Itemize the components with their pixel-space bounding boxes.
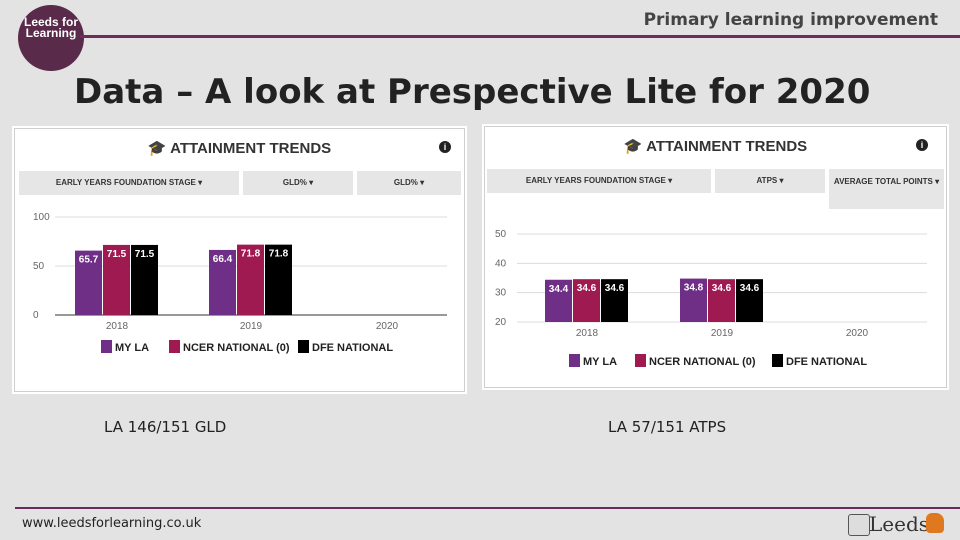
bar xyxy=(736,279,763,322)
info-icon[interactable]: i xyxy=(439,141,451,153)
legend-swatch xyxy=(635,354,646,367)
bar xyxy=(75,250,102,315)
caption-atps: LA 57/151 ATPS xyxy=(608,418,727,436)
leeds-council-logo: Leeds xyxy=(869,512,930,536)
graduation-cap-icon: 🎓 xyxy=(623,138,647,155)
data-label: 71.8 xyxy=(269,249,289,260)
y-tick-label: 40 xyxy=(495,258,507,269)
y-tick-label: 50 xyxy=(33,261,45,272)
legend-label: NCER NATIONAL (0) xyxy=(183,342,290,354)
legend-swatch xyxy=(298,340,309,353)
footer-url[interactable]: www.leedsforlearning.co.uk xyxy=(22,516,202,531)
data-label: 66.4 xyxy=(213,254,233,265)
bar xyxy=(601,279,628,322)
data-label: 34.6 xyxy=(712,283,732,294)
bar xyxy=(265,244,292,315)
caption-gld: LA 146/151 GLD xyxy=(104,418,227,436)
legend-swatch xyxy=(772,354,783,367)
data-label: 71.5 xyxy=(135,249,155,260)
leeds-crest-icon xyxy=(848,514,870,536)
data-label: 65.7 xyxy=(79,255,99,266)
legend-swatch xyxy=(169,340,180,353)
data-label: 34.6 xyxy=(577,283,597,294)
chart-gld: 0 50 100 2018 65.7 71.5 71.5 2019 66.4 71.8 71.8 20… xyxy=(33,212,447,354)
legend-label: NCER NATIONAL (0) xyxy=(649,356,756,368)
bar xyxy=(573,279,600,322)
card-title: 🎓 ATTAINMENT TRENDS xyxy=(147,140,332,157)
data-label: 34.4 xyxy=(549,284,569,295)
page-title: Data – A look at Prespective Lite for 20… xyxy=(74,72,871,112)
y-tick-label: 20 xyxy=(495,317,507,328)
bar xyxy=(209,249,236,315)
logo-text: Leeds for Learning xyxy=(23,15,78,40)
y-tick-label: 30 xyxy=(495,288,507,299)
data-label: 34.8 xyxy=(684,283,704,294)
legend-swatch xyxy=(101,340,112,353)
measure-selector[interactable]: ATPS ▾ xyxy=(715,169,825,193)
metric-selector[interactable]: AVERAGE TOTAL POINTS ▾ xyxy=(829,169,944,209)
x-tick-label: 2020 xyxy=(376,321,399,332)
bar xyxy=(708,279,735,322)
legend-swatch xyxy=(569,354,580,367)
info-icon[interactable]: i xyxy=(916,139,928,151)
x-tick-label: 2018 xyxy=(106,321,129,332)
x-tick-label: 2020 xyxy=(846,328,869,339)
bar xyxy=(103,244,130,315)
data-label: 34.6 xyxy=(740,283,760,294)
legend-label: MY LA xyxy=(115,342,149,354)
bar xyxy=(680,278,707,322)
metric-selector[interactable]: GLD% ▾ xyxy=(357,171,461,195)
card-title: 🎓 ATTAINMENT TRENDS xyxy=(623,138,808,155)
x-tick-label: 2018 xyxy=(576,328,599,339)
legend-label: DFE NATIONAL xyxy=(312,342,393,354)
header-divider xyxy=(80,35,960,38)
chart-panel-gld: 🎓 ATTAINMENT TRENDS i EARLY YEARS FOUNDA… xyxy=(14,128,465,392)
x-tick-label: 2019 xyxy=(240,321,263,332)
y-tick-label: 100 xyxy=(33,212,50,223)
y-tick-label: 0 xyxy=(33,310,39,321)
stage-selector[interactable]: EARLY YEARS FOUNDATION STAGE ▾ xyxy=(19,171,239,195)
bar xyxy=(131,244,158,315)
data-label: 71.8 xyxy=(241,249,261,260)
graduation-cap-icon: 🎓 xyxy=(147,140,171,157)
legend-label: DFE NATIONAL xyxy=(786,356,867,368)
section-title: Primary learning improvement xyxy=(643,10,938,30)
x-tick-label: 2019 xyxy=(711,328,734,339)
leeds-for-learning-logo: Leeds for Learning xyxy=(18,5,84,71)
data-label: 34.6 xyxy=(605,283,625,294)
y-tick-label: 50 xyxy=(495,229,507,240)
bar xyxy=(237,244,264,315)
measure-selector[interactable]: GLD% ▾ xyxy=(243,171,353,195)
footer-divider xyxy=(15,507,960,509)
stage-selector[interactable]: EARLY YEARS FOUNDATION STAGE ▾ xyxy=(487,169,711,193)
chart-atps: 20 30 40 50 2018 34.4 34.6 34.6 2019 34.8 34.6 34.6… xyxy=(495,229,927,368)
chart-panel-atps: 🎓 ATTAINMENT TRENDS i EARLY YEARS FOUNDA… xyxy=(484,126,947,388)
data-label: 71.5 xyxy=(107,249,127,260)
bar xyxy=(545,279,572,322)
hand-logo-icon xyxy=(926,513,944,533)
legend-label: MY LA xyxy=(583,356,617,368)
